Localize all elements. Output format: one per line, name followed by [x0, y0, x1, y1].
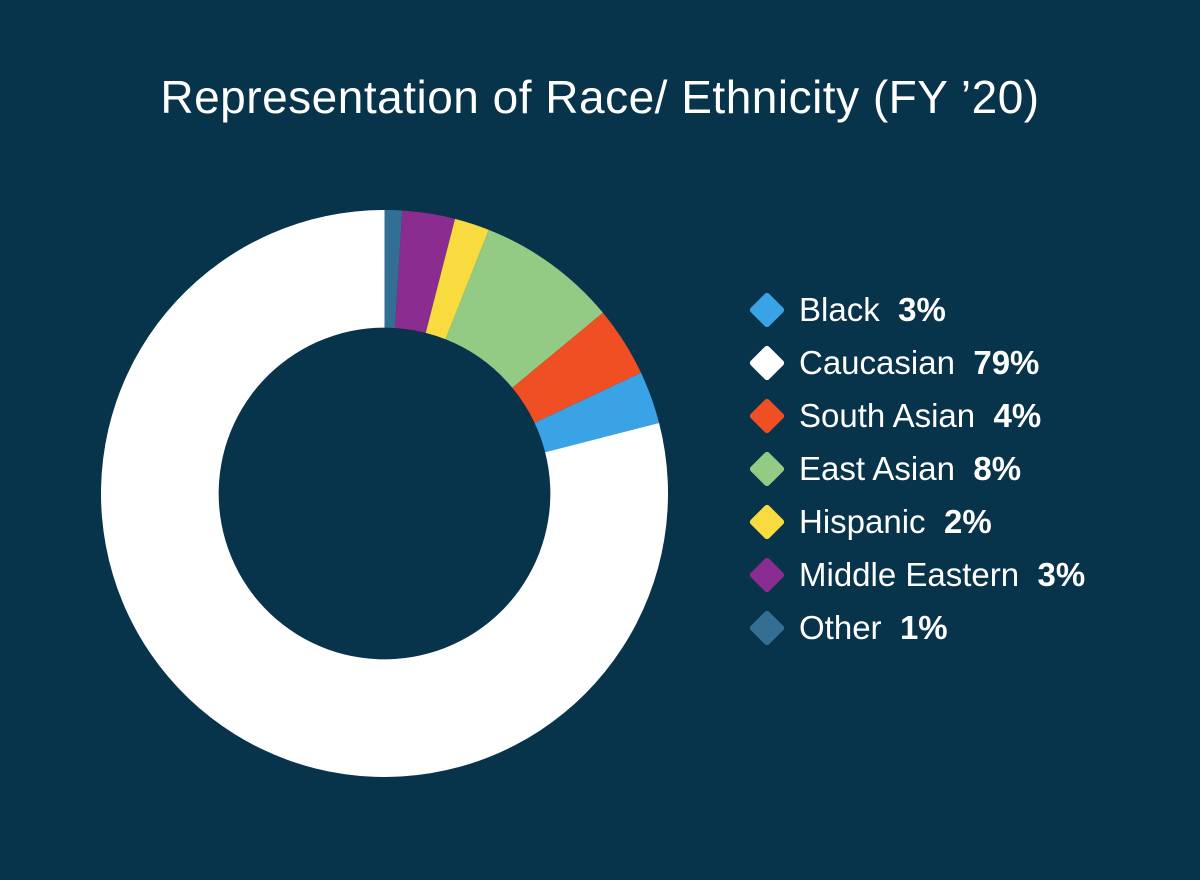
donut-chart-wrap — [101, 210, 668, 777]
donut-slice-south-asian — [512, 312, 642, 423]
diamond-icon — [748, 503, 786, 541]
legend-value: 4% — [993, 397, 1042, 434]
donut-chart — [101, 210, 668, 777]
legend-item-south-asian: South Asian 4% — [748, 389, 1085, 442]
legend-item-other: Other 1% — [748, 601, 1085, 654]
diamond-icon — [748, 450, 786, 488]
legend-value: 8% — [973, 450, 1022, 487]
donut-slice-middle-eastern — [394, 210, 456, 333]
legend-item-middle-eastern: Middle Eastern 3% — [748, 548, 1085, 601]
diamond-icon-shape — [748, 450, 786, 487]
legend-item-black: Black 3% — [748, 283, 1085, 336]
legend-label: South Asian — [799, 397, 985, 434]
legend-label: Caucasian — [799, 344, 965, 381]
legend-value: 3% — [898, 291, 946, 328]
diamond-icon — [748, 609, 786, 647]
donut-slice-caucasian — [101, 210, 668, 777]
legend-label: East Asian — [799, 450, 965, 487]
donut-slice-other — [384, 210, 403, 328]
legend-value: 79% — [973, 344, 1040, 381]
legend-label: Black — [799, 291, 889, 328]
legend-label: Hispanic — [799, 503, 935, 540]
diamond-icon-shape — [748, 609, 786, 646]
donut-slice-hispanic — [425, 218, 489, 340]
donut-slice-east-asian — [445, 229, 603, 388]
diamond-icon-shape — [748, 503, 786, 540]
legend-label: Other — [799, 609, 891, 646]
diamond-icon — [748, 344, 786, 382]
diamond-icon — [748, 291, 786, 329]
legend-value: 2% — [943, 503, 992, 540]
legend-value: 3% — [1037, 556, 1086, 593]
legend-item-caucasian: Caucasian 79% — [748, 336, 1085, 389]
legend-item-east-asian: East Asian 8% — [748, 442, 1085, 495]
legend-label: Middle Eastern — [799, 556, 1029, 593]
diamond-icon — [748, 556, 786, 594]
diamond-icon-shape — [748, 344, 786, 381]
donut-slice-black — [534, 372, 660, 453]
diamond-icon-shape — [748, 556, 786, 593]
legend-value: 1% — [899, 609, 948, 646]
legend: Black 3% Caucasian 79% South Asian 4% — [748, 283, 1085, 654]
diamond-icon-shape — [748, 291, 786, 328]
diamond-icon — [748, 397, 786, 435]
chart-title: Representation of Race/ Ethnicity (FY ’2… — [160, 71, 1040, 123]
diamond-icon-shape — [748, 397, 786, 434]
legend-item-hispanic: Hispanic 2% — [748, 495, 1085, 548]
